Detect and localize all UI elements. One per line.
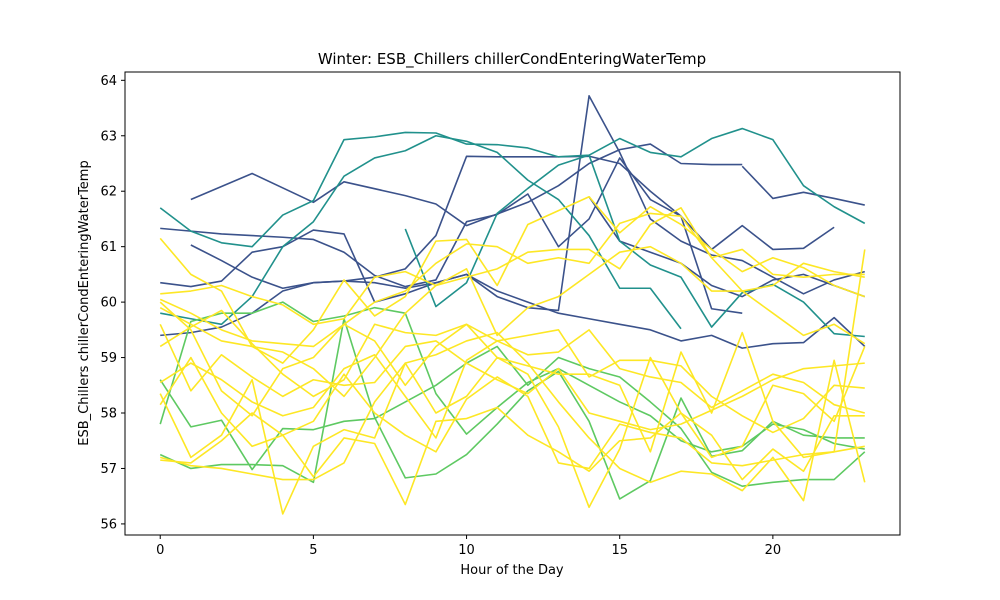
plot-frame (124, 71, 901, 536)
series-line-6 (160, 95, 865, 337)
x-tick-label: 10 (458, 543, 475, 558)
series-line-16 (159, 212, 865, 348)
series-line-4 (190, 155, 743, 314)
series-line-9 (160, 134, 682, 330)
x-tick-label: 0 (156, 543, 164, 558)
x-tick-label: 20 (765, 543, 782, 558)
x-axis: 0 5 10 15 20 (156, 535, 781, 558)
chart-title: Winter: ESB_Chillers chillerCondEntering… (318, 50, 706, 69)
series-line-8 (159, 127, 866, 248)
series-line-24 (159, 249, 866, 459)
series-line-10 (404, 154, 865, 338)
y-tick-label: 60 (100, 296, 117, 311)
y-tick-label: 57 (100, 462, 117, 477)
series-line-23 (160, 406, 865, 506)
series-line-25 (159, 323, 865, 431)
y-tick-label: 56 (100, 517, 117, 532)
series-line-21 (160, 331, 866, 502)
y-tick-label: 58 (100, 407, 117, 422)
series-line-2 (741, 165, 865, 206)
series-line-22 (159, 346, 866, 515)
y-axis: 56 57 58 59 60 61 62 63 64 (100, 74, 125, 532)
series-line-1 (190, 143, 743, 227)
x-tick-label: 5 (309, 543, 317, 558)
y-tick-label: 61 (100, 240, 117, 255)
series-layer (159, 95, 866, 515)
series-line-15 (160, 207, 865, 326)
series-line-11 (159, 317, 865, 500)
x-axis-title: Hour of the Day (460, 563, 564, 578)
series-line-17 (159, 245, 866, 398)
x-tick-label: 15 (611, 543, 628, 558)
y-tick-label: 59 (100, 351, 117, 366)
y-tick-label: 64 (100, 74, 117, 89)
y-tick-label: 62 (100, 185, 117, 200)
y-tick-label: 63 (100, 129, 117, 144)
series-line-19 (159, 329, 865, 439)
y-axis-title: ESB_Chillers chillerCondEnteringWaterTem… (77, 160, 92, 445)
